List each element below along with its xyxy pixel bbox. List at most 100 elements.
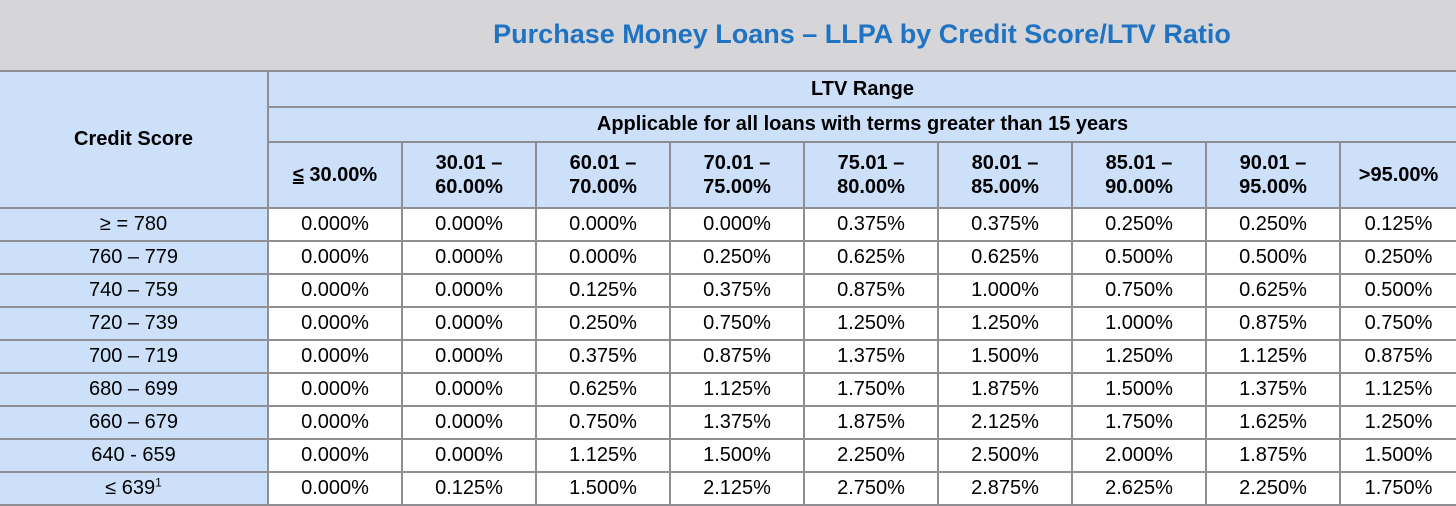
llpa-value-cell: 0.000% xyxy=(401,438,537,473)
ltv-column-header: 80.01 –85.00% xyxy=(937,141,1073,209)
ltv-column-header: 90.01 –95.00% xyxy=(1205,141,1341,209)
llpa-value-cell: 1.250% xyxy=(803,306,939,341)
llpa-value-cell: 1.750% xyxy=(803,372,939,407)
llpa-value-cell: 0.000% xyxy=(401,273,537,308)
llpa-value-cell: 2.125% xyxy=(669,471,805,506)
ltv-column-header-line1: 85.01 – xyxy=(1105,152,1173,174)
llpa-value-cell: 0.000% xyxy=(267,273,403,308)
table-row: 740 – 759 0.000% 0.000% 0.125% 0.375% 0.875% 1… xyxy=(0,273,1456,308)
llpa-value-cell: 2.750% xyxy=(803,471,939,506)
llpa-value-cell: 0.875% xyxy=(669,339,805,374)
ltv-column-header-line2: 30.00% xyxy=(303,164,378,186)
llpa-value-cell: 0.500% xyxy=(1338,273,1456,308)
llpa-value-cell: 1.500% xyxy=(1338,438,1456,473)
llpa-value-cell: 2.500% xyxy=(937,438,1073,473)
ltv-column-header-line1: ≤ xyxy=(292,164,304,186)
ltv-column-header: ≤ 30.00% xyxy=(268,141,403,209)
llpa-value-cell: 0.500% xyxy=(1205,240,1341,275)
llpa-value-cell: 0.875% xyxy=(1338,339,1456,374)
ltv-column-header-line1: 80.01 – xyxy=(971,152,1039,174)
llpa-value-cell: 0.375% xyxy=(669,273,805,308)
llpa-value-cell: 1.750% xyxy=(1071,405,1207,440)
ltv-column-header-line1: 70.01 – xyxy=(703,152,771,174)
llpa-value-cell: 1.750% xyxy=(1338,471,1456,506)
ltv-column-header: 60.01 –70.00% xyxy=(535,141,671,209)
ltv-column-header-line1: 75.01 – xyxy=(837,152,905,174)
credit-score-text: 700 – 719 xyxy=(89,345,178,367)
ltv-column-header-line2: 80.00% xyxy=(837,176,905,198)
llpa-value-cell: 0.000% xyxy=(267,240,403,275)
llpa-value-cell: 0.000% xyxy=(267,405,403,440)
llpa-value-cell: 0.250% xyxy=(1338,240,1456,275)
llpa-value-cell: 0.000% xyxy=(267,372,403,407)
table-row: 680 – 699 0.000% 0.000% 0.625% 1.125% 1.750% 1… xyxy=(0,372,1456,407)
llpa-value-cell: 0.875% xyxy=(803,273,939,308)
table-row: ≤ 6391 0.000% 0.125% 1.500% 2.125% 2.750% 2.87… xyxy=(0,471,1456,506)
llpa-value-cell: 1.375% xyxy=(803,339,939,374)
credit-score-label: 740 – 759 xyxy=(0,273,269,308)
credit-score-text: ≥ = 780 xyxy=(99,213,168,235)
credit-score-label: 640 - 659 xyxy=(0,438,269,473)
ltv-column-header: 75.01 –80.00% xyxy=(803,141,939,209)
llpa-value-cell: 0.125% xyxy=(1338,208,1456,242)
applicability-note: Applicable for all loans with terms grea… xyxy=(268,106,1456,143)
credit-score-label: 680 – 699 xyxy=(0,372,269,407)
ltv-column-header: 85.01 –90.00% xyxy=(1071,141,1207,209)
credit-score-text: 720 – 739 xyxy=(89,312,178,334)
credit-score-text: 660 – 679 xyxy=(89,411,178,433)
ltv-column-header-line1: 60.01 – xyxy=(569,152,637,174)
llpa-value-cell: 1.250% xyxy=(937,306,1073,341)
credit-score-text: ≤ 639 xyxy=(105,477,156,499)
llpa-value-cell: 2.125% xyxy=(937,405,1073,440)
llpa-value-cell: 0.750% xyxy=(669,306,805,341)
ltv-column-header: >95.00% xyxy=(1338,141,1456,209)
llpa-value-cell: 1.000% xyxy=(1071,306,1207,341)
credit-score-label: 760 – 779 xyxy=(0,240,269,275)
llpa-value-cell: 0.250% xyxy=(1071,208,1207,242)
llpa-value-cell: 1.875% xyxy=(937,372,1073,407)
ltv-column-header-line2: 70.00% xyxy=(569,176,637,198)
llpa-value-cell: 1.500% xyxy=(937,339,1073,374)
llpa-value-cell: 0.000% xyxy=(401,208,537,242)
credit-score-text: 760 – 779 xyxy=(89,246,178,268)
llpa-value-cell: 0.875% xyxy=(1205,306,1341,341)
ltv-column-header-line1: 90.01 – xyxy=(1239,152,1307,174)
llpa-value-cell: 0.000% xyxy=(267,306,403,341)
llpa-value-cell: 0.375% xyxy=(937,208,1073,242)
llpa-value-cell: 1.125% xyxy=(1205,339,1341,374)
credit-score-label: 660 – 679 xyxy=(0,405,269,440)
ltv-column-header-line2: 90.00% xyxy=(1105,176,1173,198)
credit-score-text: 740 – 759 xyxy=(89,279,178,301)
llpa-value-cell: 0.625% xyxy=(803,240,939,275)
credit-score-text: 640 - 659 xyxy=(91,444,176,466)
llpa-value-cell: 2.625% xyxy=(1071,471,1207,506)
llpa-value-cell: 0.750% xyxy=(1071,273,1207,308)
ltv-range-header: LTV Range xyxy=(266,72,1456,108)
llpa-value-cell: 0.000% xyxy=(535,240,671,275)
llpa-value-cell: 1.125% xyxy=(1338,372,1456,407)
credit-score-header: Credit Score xyxy=(0,72,269,209)
llpa-value-cell: 0.500% xyxy=(1071,240,1207,275)
llpa-value-cell: 0.625% xyxy=(1205,273,1341,308)
llpa-value-cell: 1.500% xyxy=(1071,372,1207,407)
table-row: 640 - 659 0.000% 0.000% 1.125% 1.500% 2.250% 2… xyxy=(0,438,1456,473)
ltv-column-header-line2: 75.00% xyxy=(703,176,771,198)
page-title: Purchase Money Loans – LLPA by Credit Sc… xyxy=(493,19,1231,49)
llpa-value-cell: 1.375% xyxy=(669,405,805,440)
table-row: 720 – 739 0.000% 0.000% 0.250% 0.750% 1.250% 1… xyxy=(0,306,1456,341)
llpa-value-cell: 0.375% xyxy=(535,339,671,374)
table-row: ≥ = 780 0.000% 0.000% 0.000% 0.000% 0.375% 0.3… xyxy=(0,208,1456,242)
credit-score-label: 720 – 739 xyxy=(0,306,269,341)
llpa-value-cell: 1.125% xyxy=(535,438,671,473)
llpa-value-cell: 0.000% xyxy=(669,208,805,242)
llpa-value-cell: 0.625% xyxy=(937,240,1073,275)
ltv-column-header: 30.01 –60.00% xyxy=(401,141,537,209)
ltv-column-header-line1: >95.00% xyxy=(1358,164,1439,186)
llpa-value-cell: 1.250% xyxy=(1338,405,1456,440)
llpa-value-cell: 1.125% xyxy=(669,372,805,407)
llpa-value-cell: 0.250% xyxy=(535,306,671,341)
table-row: 700 – 719 0.000% 0.000% 0.375% 0.875% 1.375% 1… xyxy=(0,339,1456,374)
llpa-value-cell: 2.250% xyxy=(1205,471,1341,506)
credit-score-label: 700 – 719 xyxy=(0,339,269,374)
